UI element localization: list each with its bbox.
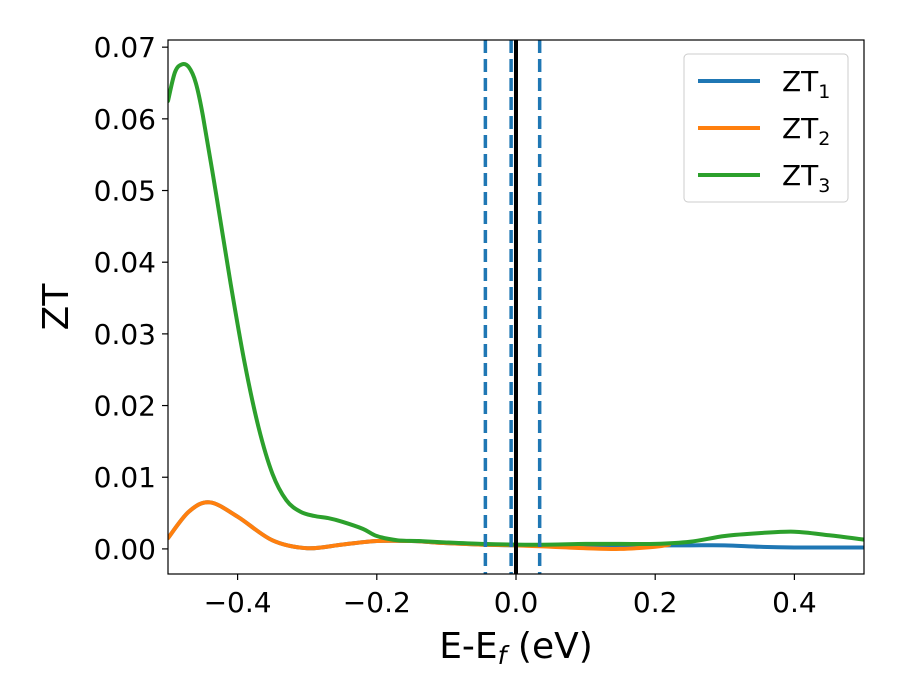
x-axis-ticks: −0.4 −0.2 0.0 0.2 0.4 bbox=[204, 574, 817, 619]
x-tick-label: −0.2 bbox=[343, 586, 411, 619]
legend-label-zt1-main: ZT bbox=[782, 65, 819, 98]
x-tick-label: 0.2 bbox=[633, 586, 678, 619]
legend-box bbox=[683, 53, 849, 203]
y-tick-label: 0.06 bbox=[94, 103, 156, 136]
series-layer bbox=[168, 62, 864, 551]
y-tick-label: 0.01 bbox=[94, 461, 156, 494]
x-tick-label: −0.4 bbox=[204, 586, 272, 619]
x-axis-title-main: E-E bbox=[439, 626, 497, 667]
x-tick-label: 0.4 bbox=[772, 586, 817, 619]
x-tick-label: 0.0 bbox=[494, 586, 539, 619]
y-tick-label: 0.07 bbox=[94, 31, 156, 64]
y-tick-label: 0.00 bbox=[94, 533, 156, 566]
legend: ZT1 ZT2 ZT3 bbox=[683, 53, 849, 203]
series-line-zt3 bbox=[168, 62, 864, 547]
legend-label-zt1-sub: 1 bbox=[818, 81, 830, 103]
legend-label-zt3-main: ZT bbox=[782, 159, 819, 192]
x-axis-title-unit: (eV) bbox=[506, 626, 592, 667]
y-tick-label: 0.02 bbox=[94, 390, 156, 423]
y-axis-title: ZT bbox=[36, 283, 77, 331]
legend-label-zt1: ZT1 bbox=[782, 65, 830, 103]
legend-label-zt2-sub: 2 bbox=[818, 128, 830, 150]
legend-label-zt2-main: ZT bbox=[782, 112, 819, 145]
y-tick-label: 0.05 bbox=[94, 175, 156, 208]
x-axis-title: E-Ef (eV) bbox=[439, 626, 593, 670]
legend-label-zt2: ZT2 bbox=[782, 112, 830, 150]
reference-lines-layer bbox=[483, 40, 542, 574]
legend-label-zt3-sub: 3 bbox=[818, 175, 830, 197]
y-tick-label: 0.03 bbox=[94, 318, 156, 351]
legend-label-zt3: ZT3 bbox=[782, 159, 830, 197]
y-tick-label: 0.04 bbox=[94, 246, 156, 279]
y-axis-ticks: 0.00 0.01 0.02 0.03 0.04 0.05 0.06 0.07 bbox=[94, 31, 168, 566]
